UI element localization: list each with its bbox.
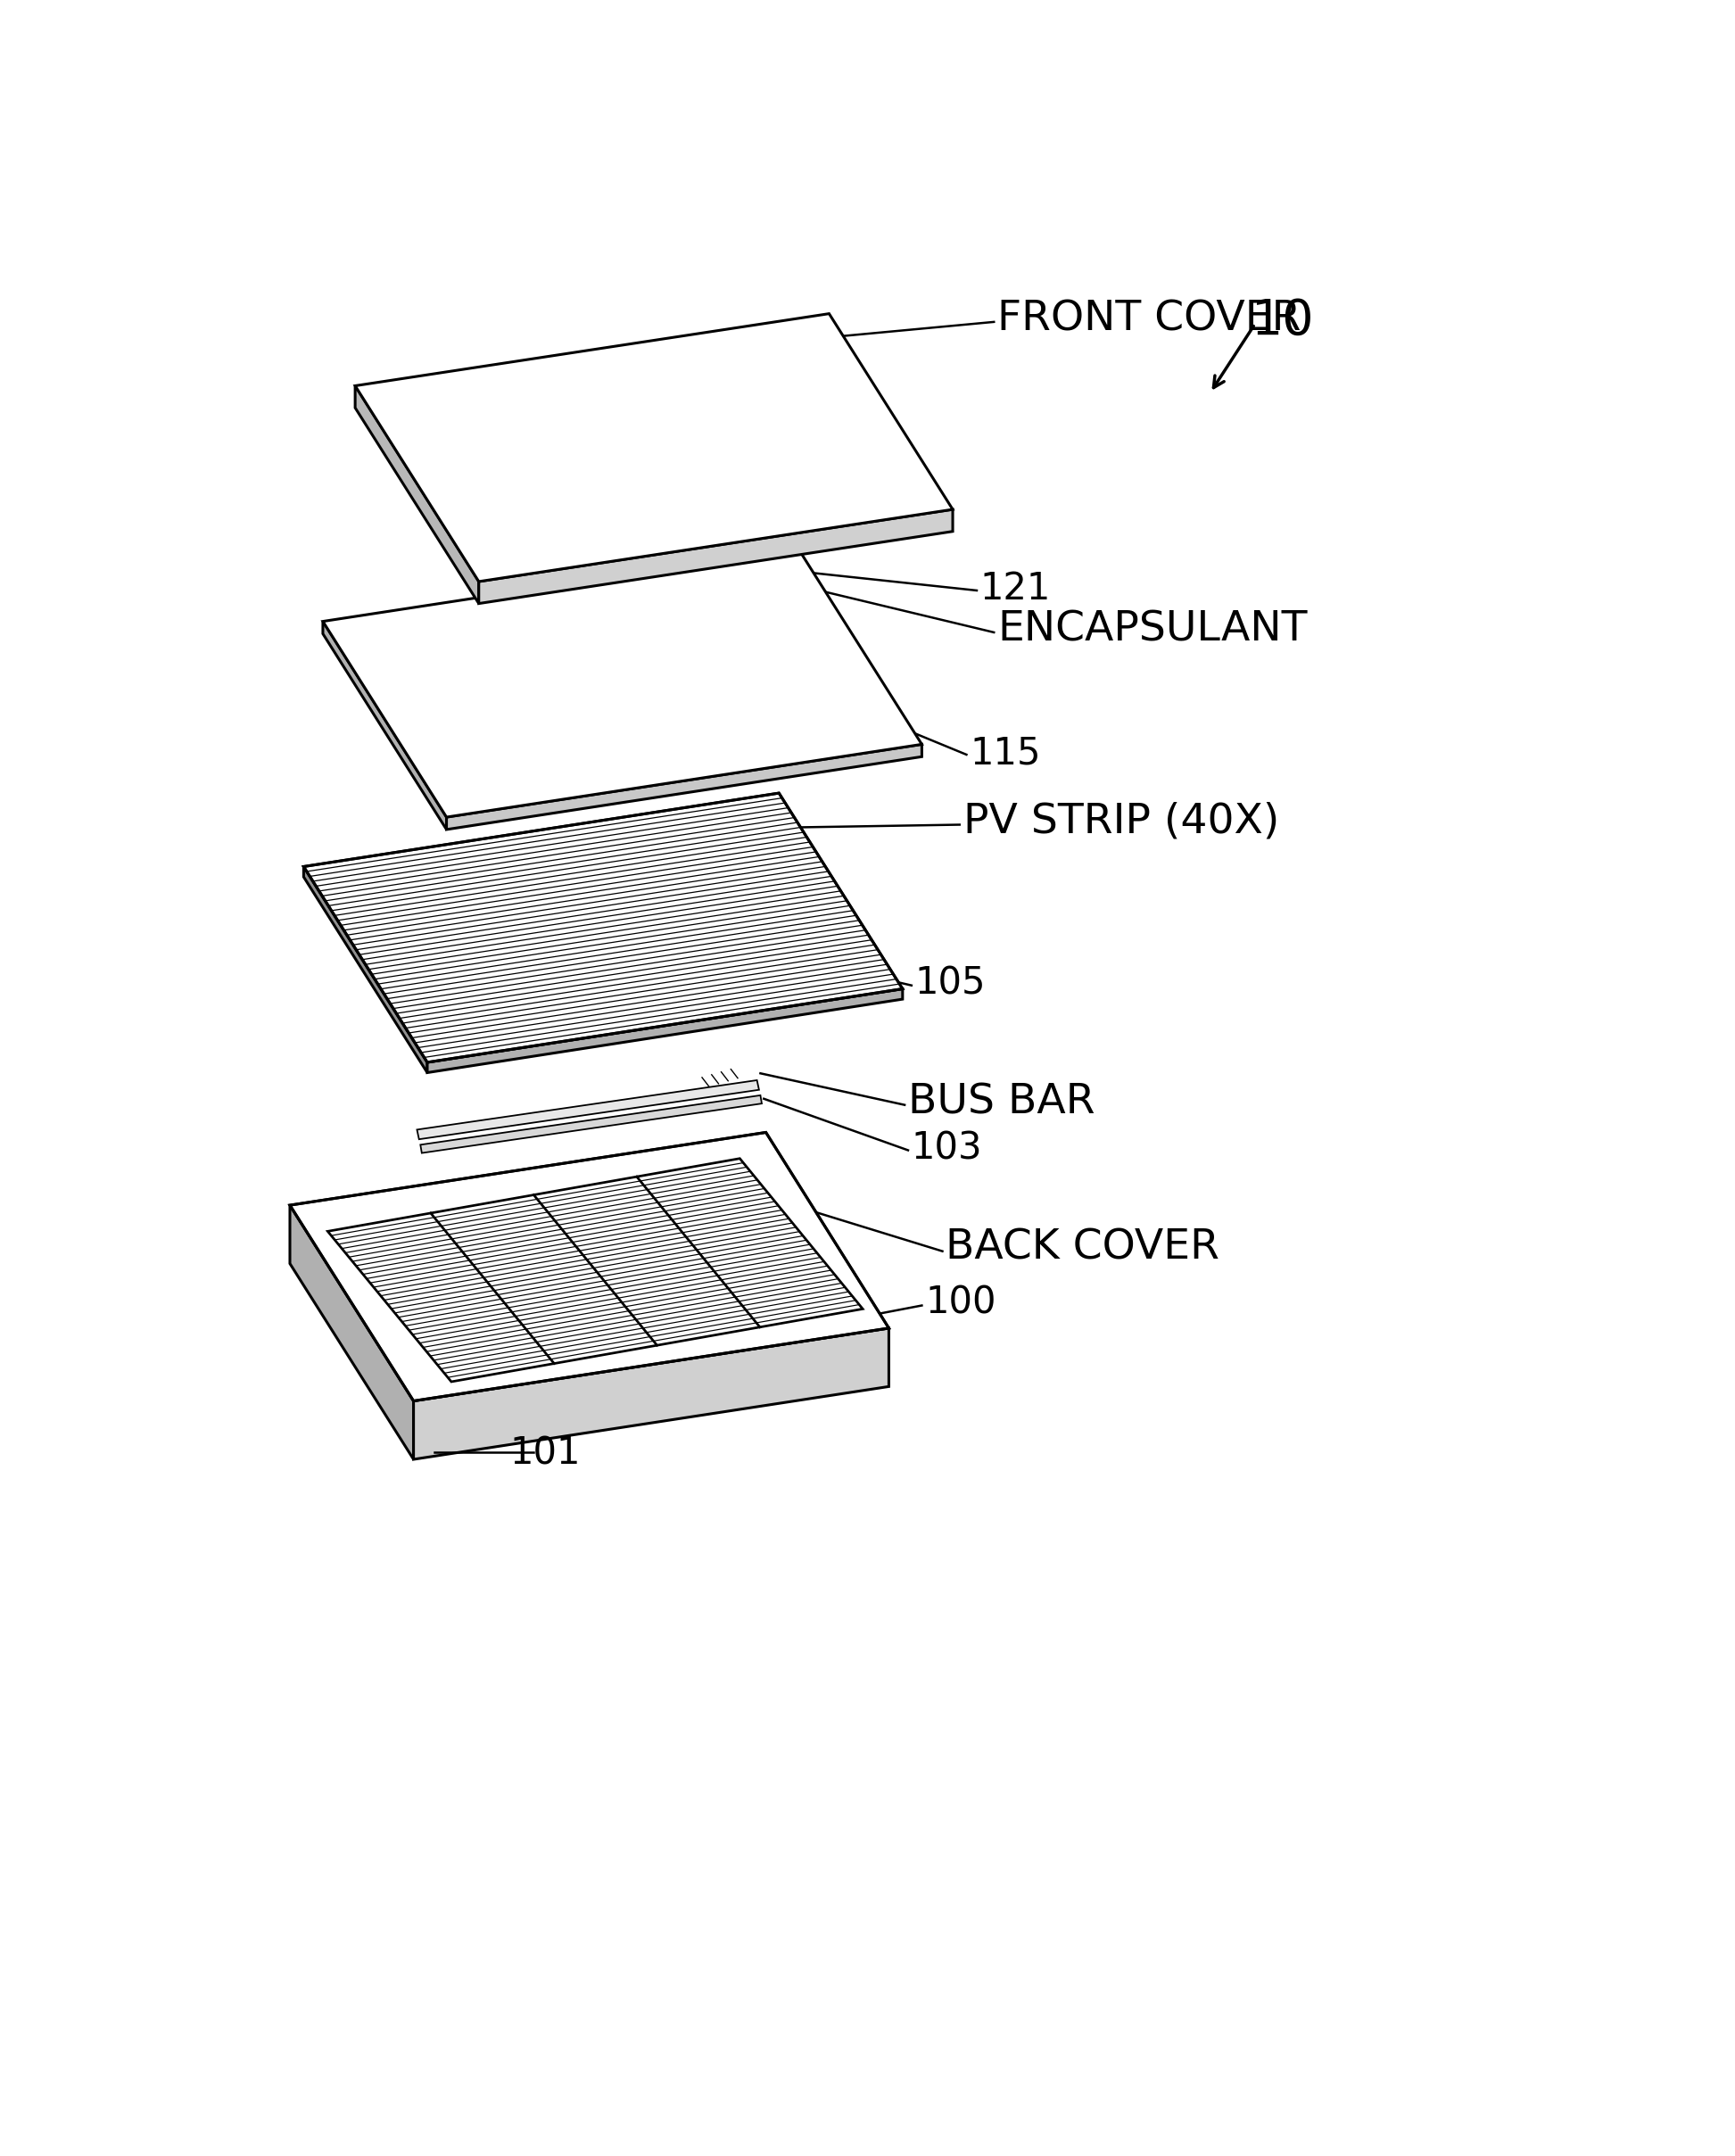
Polygon shape	[356, 313, 953, 582]
Polygon shape	[304, 793, 902, 1063]
Polygon shape	[304, 867, 427, 1074]
Text: 101: 101	[510, 1436, 581, 1473]
Polygon shape	[323, 621, 446, 830]
Polygon shape	[413, 1328, 888, 1460]
Text: FRONT COVER: FRONT COVER	[998, 300, 1301, 338]
Text: ENCAPSULANT: ENCAPSULANT	[998, 610, 1308, 649]
Polygon shape	[356, 386, 479, 604]
Polygon shape	[416, 1080, 758, 1138]
Text: BUS BAR: BUS BAR	[907, 1082, 1095, 1123]
Text: 10: 10	[1251, 298, 1315, 345]
Text: 103: 103	[911, 1130, 982, 1166]
Polygon shape	[427, 990, 902, 1074]
Polygon shape	[446, 744, 921, 830]
Text: 121: 121	[980, 569, 1051, 608]
Polygon shape	[290, 1132, 888, 1401]
Polygon shape	[420, 1095, 762, 1153]
Text: PV STRIP (40X): PV STRIP (40X)	[963, 802, 1279, 843]
Text: 105: 105	[914, 964, 985, 1003]
Polygon shape	[323, 548, 921, 817]
Text: 100: 100	[925, 1285, 996, 1322]
Polygon shape	[479, 509, 953, 604]
Text: 115: 115	[970, 735, 1041, 772]
Polygon shape	[290, 1205, 413, 1460]
Text: BACK COVER: BACK COVER	[946, 1227, 1220, 1268]
